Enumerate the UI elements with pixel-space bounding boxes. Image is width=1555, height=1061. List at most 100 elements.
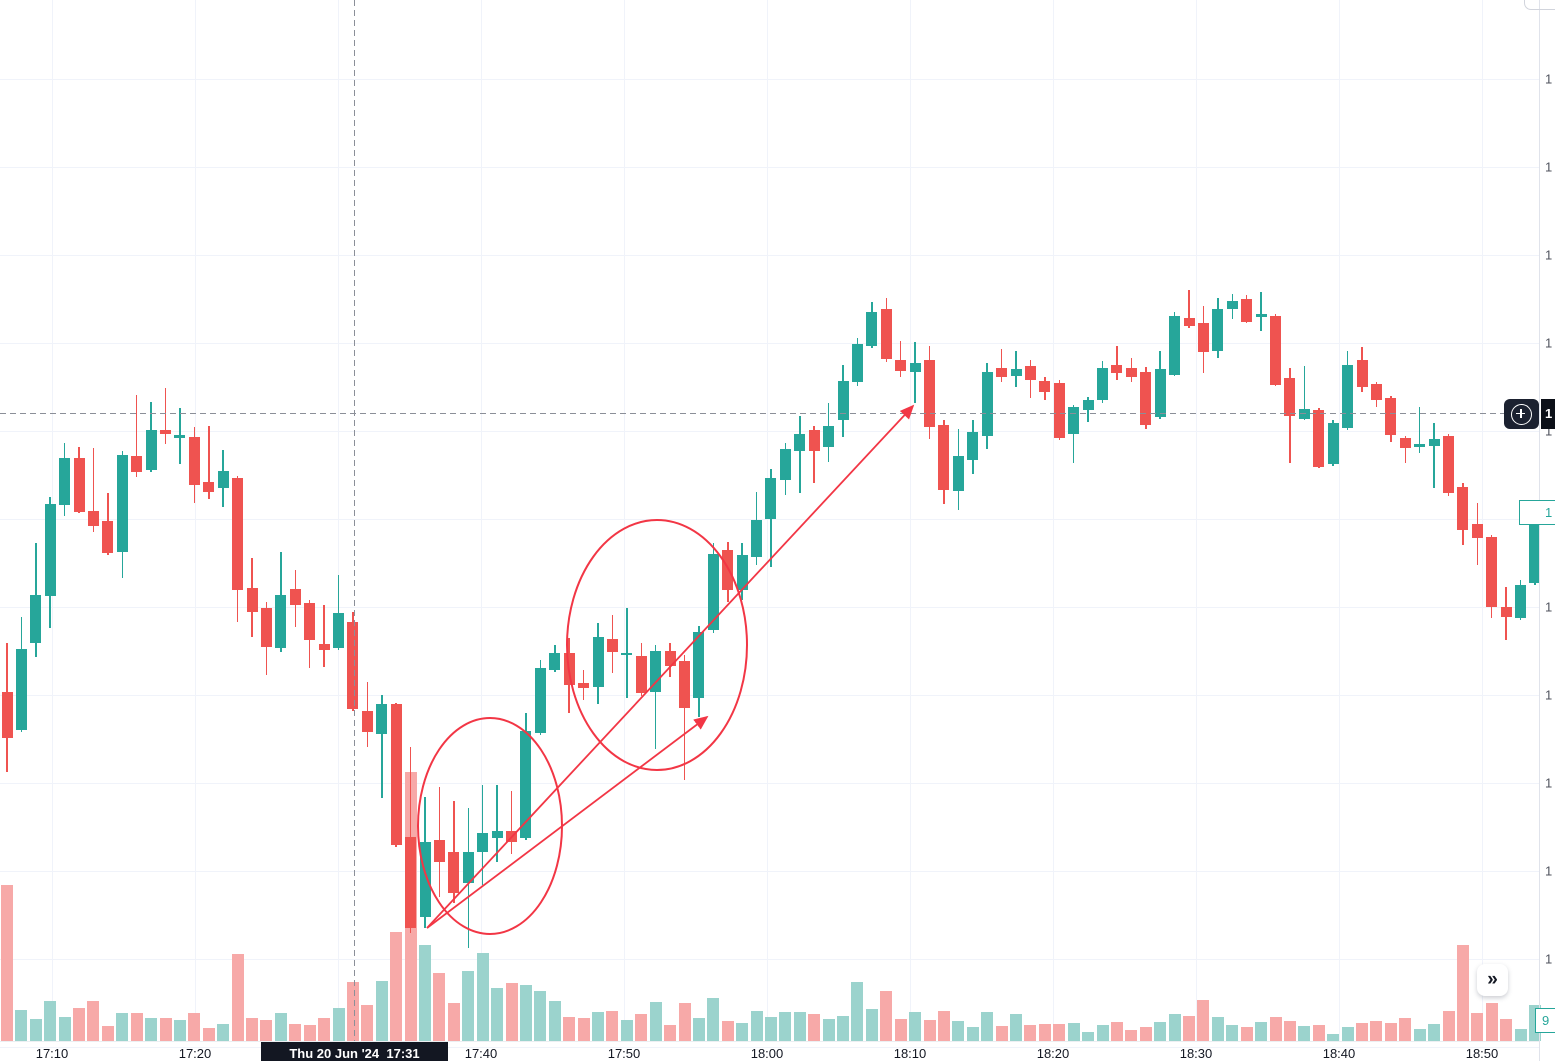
- time-axis-label: 18:40: [1322, 1046, 1356, 1061]
- volume-bar: [995, 1026, 1008, 1041]
- volume-bar: [1298, 1026, 1311, 1041]
- candle-body: [1024, 366, 1036, 380]
- volume-bar: [592, 1012, 604, 1041]
- candle-body: [736, 555, 748, 590]
- candle-body: [1226, 301, 1238, 309]
- candle-body: [808, 430, 820, 451]
- volume-bar: [346, 982, 359, 1041]
- volume-bar: [101, 1026, 114, 1041]
- volume-bar: [1197, 1000, 1210, 1041]
- candle-wick: [164, 388, 167, 444]
- candle-body: [1500, 607, 1512, 617]
- volume-bar: [1471, 1013, 1484, 1041]
- volume-bar: [1485, 1003, 1498, 1041]
- volume-bar: [1053, 1024, 1066, 1041]
- candle-body: [462, 852, 474, 883]
- candle-body: [419, 842, 431, 917]
- price-axis-label: 1: [1545, 335, 1553, 351]
- gridline-vertical: [195, 0, 196, 1041]
- candle-wick: [1116, 346, 1118, 380]
- candle-body: [751, 520, 763, 557]
- time-axis-label: 17:20: [178, 1046, 212, 1061]
- volume-bar: [260, 1020, 273, 1041]
- candle-body: [996, 368, 1008, 377]
- volume-bar: [188, 1013, 201, 1041]
- time-axis-label: 17:40: [464, 1046, 498, 1061]
- candle-body: [73, 458, 85, 512]
- volume-bar: [707, 998, 720, 1041]
- volume-bar: [303, 1025, 316, 1041]
- volume-bar: [1356, 1023, 1368, 1041]
- price-axis-label: 1: [1545, 423, 1553, 439]
- candle-body: [1270, 316, 1282, 385]
- candle-body: [1197, 323, 1209, 352]
- candle-body: [1414, 444, 1426, 447]
- candle-body: [578, 683, 590, 688]
- volume-bar: [419, 945, 432, 1041]
- candle-body: [1313, 410, 1325, 467]
- candle-body: [895, 360, 907, 371]
- candle-body: [318, 644, 330, 650]
- candle-body: [1183, 318, 1195, 326]
- gridline-horizontal: [0, 79, 1539, 80]
- candle-wick: [1418, 407, 1421, 453]
- candle-wick: [1404, 436, 1406, 463]
- candle-body: [116, 455, 128, 552]
- candle-body: [938, 425, 950, 490]
- candle-body: [779, 449, 791, 480]
- scroll-to-realtime-button[interactable]: »: [1477, 964, 1508, 996]
- gridline-horizontal: [0, 871, 1539, 872]
- volume-bar: [159, 1018, 172, 1041]
- candle-body: [707, 554, 719, 630]
- gridline-horizontal: [0, 1047, 1539, 1048]
- candle-body: [405, 837, 417, 928]
- add-alert-button[interactable]: [1504, 399, 1539, 429]
- volume-bar: [1456, 945, 1469, 1041]
- volume-bar: [837, 1016, 850, 1041]
- candle-wick: [1303, 366, 1306, 420]
- crosshair-price-label: 1: [1541, 399, 1555, 429]
- price-axis-separator: [1539, 0, 1540, 1061]
- candle-body: [679, 661, 690, 708]
- volume-bar: [923, 1020, 936, 1041]
- volume-bar: [1024, 1025, 1037, 1041]
- candle-body: [664, 651, 676, 666]
- volume-bar: [87, 1001, 100, 1041]
- volume-bar: [173, 1020, 186, 1041]
- volume-bar: [462, 971, 475, 1041]
- candle-body: [837, 381, 849, 420]
- candle-wick: [799, 416, 801, 493]
- candle-body: [1529, 512, 1541, 583]
- crosshair-horizontal-line: [0, 413, 1539, 414]
- candle-body: [246, 588, 258, 612]
- candle-body: [1399, 438, 1411, 448]
- candle-body: [1443, 436, 1454, 493]
- candle-body: [145, 430, 157, 470]
- candle-body: [606, 639, 618, 652]
- volume-bar: [73, 1008, 86, 1041]
- candle-body: [794, 434, 806, 451]
- candle-body: [1, 692, 13, 738]
- gridline-horizontal: [0, 783, 1539, 784]
- volume-bar: [1413, 1029, 1426, 1041]
- candle-body: [491, 831, 503, 838]
- candle-body: [1342, 365, 1354, 428]
- gridline-vertical: [1339, 0, 1340, 1041]
- candle-body: [1486, 537, 1498, 607]
- candle-body: [361, 711, 373, 732]
- candle-body: [1471, 524, 1483, 538]
- price-axis-label: 1: [1545, 599, 1553, 615]
- candle-body: [232, 478, 244, 590]
- candle-body: [1125, 368, 1137, 377]
- candle-body: [304, 603, 316, 640]
- candle-body: [506, 831, 518, 842]
- gridline-vertical: [338, 0, 339, 1041]
- volume-bar: [1341, 1027, 1354, 1041]
- volume-bar: [1010, 1014, 1023, 1041]
- volume-bar: [851, 982, 864, 1041]
- time-axis-label: 18:00: [750, 1046, 784, 1061]
- crosshair-time-tooltip: Thu 20 Jun '24 17:31: [261, 1042, 448, 1061]
- volume-bar: [548, 1001, 561, 1041]
- candle-body: [260, 608, 272, 647]
- volume-bar: [1154, 1022, 1167, 1041]
